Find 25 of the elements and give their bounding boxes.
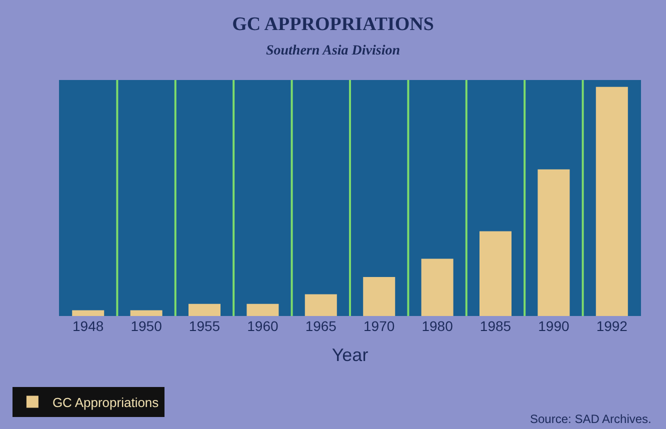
bar	[130, 310, 162, 316]
x-tick-label: 1965	[305, 318, 337, 334]
x-axis-title: Year	[332, 345, 368, 366]
source-note: Source: SAD Archives.	[530, 412, 652, 426]
bar	[421, 258, 454, 316]
bar	[596, 86, 628, 316]
x-tick-label: 1970	[364, 318, 395, 334]
bar	[246, 304, 279, 316]
bar	[304, 294, 337, 316]
x-tick-label: 1950	[130, 318, 162, 334]
bar	[188, 304, 221, 316]
x-tick-label: 1990	[538, 318, 570, 334]
x-tick-label: 1960	[247, 318, 278, 334]
bar	[480, 231, 512, 316]
x-tick-label: 1948	[72, 318, 104, 334]
bar	[72, 310, 104, 316]
chart-title: GC APPROPRIATIONS	[232, 14, 434, 36]
chart-subtitle: Southern Asia Division	[266, 44, 400, 59]
bar	[538, 169, 570, 316]
x-tick-label: 1955	[188, 318, 220, 334]
x-tick-label: 1985	[480, 318, 512, 334]
x-tick-label: 1980	[422, 318, 454, 334]
bar	[363, 277, 396, 316]
legend-label: GC Appropriations	[52, 394, 160, 410]
x-tick-label: 1992	[596, 318, 628, 334]
